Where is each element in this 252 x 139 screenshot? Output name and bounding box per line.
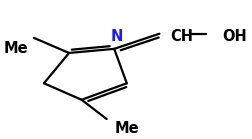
Text: OH: OH: [222, 29, 246, 44]
Text: CH: CH: [170, 29, 193, 44]
Text: Me: Me: [114, 121, 139, 136]
Text: N: N: [110, 29, 122, 44]
Text: Me: Me: [4, 41, 28, 56]
